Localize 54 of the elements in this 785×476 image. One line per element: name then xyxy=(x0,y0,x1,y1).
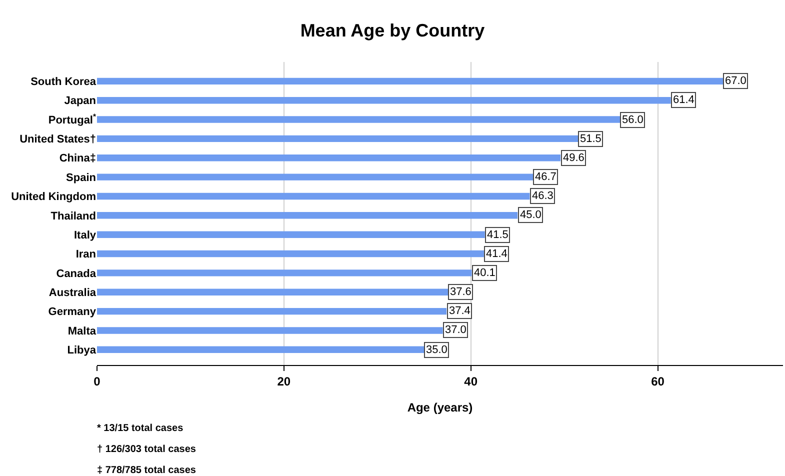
bar xyxy=(97,212,518,219)
bar xyxy=(97,116,620,123)
data-label: 49.6 xyxy=(563,152,584,164)
chart-title: Mean Age by Country xyxy=(300,20,485,40)
bar xyxy=(97,192,530,200)
bar xyxy=(97,174,534,180)
bar xyxy=(97,97,671,104)
y-tick-label: China‡ xyxy=(59,152,96,165)
y-tick-label: Canada xyxy=(56,268,97,280)
bar xyxy=(97,308,447,315)
y-tick-label: Thailand xyxy=(50,210,96,222)
data-label: 41.5 xyxy=(487,229,508,241)
x-tick-label: 60 xyxy=(651,374,665,388)
x-tick-label: 0 xyxy=(94,374,101,388)
bar xyxy=(97,327,443,334)
bar xyxy=(97,154,561,162)
y-tick-label: Japan xyxy=(64,95,96,108)
bar xyxy=(97,135,578,142)
bar xyxy=(97,288,448,296)
data-label: 51.5 xyxy=(580,133,602,145)
bar xyxy=(97,346,424,354)
text: ‡ 778/785 total cases xyxy=(97,465,196,476)
bar xyxy=(97,250,484,258)
y-tick-label: Germany xyxy=(48,306,97,318)
y-tick-label: Iran xyxy=(76,248,96,261)
data-label: 56.0 xyxy=(622,114,644,126)
y-tick-label: Australia xyxy=(48,286,97,299)
x-tick-label: 20 xyxy=(277,374,291,388)
text: † 126/303 total cases xyxy=(97,444,196,455)
y-tick-label: Malta xyxy=(68,325,97,338)
y-tick-label: Portugal$^{*}$ xyxy=(48,112,96,126)
data-label: 46.7 xyxy=(535,171,556,183)
data-label: 61.4 xyxy=(673,94,694,106)
y-tick-label: Italy xyxy=(74,229,97,242)
data-label: 37.0 xyxy=(445,324,466,336)
data-label: 45.0 xyxy=(520,209,542,221)
text: * 13/15 total cases xyxy=(97,423,184,434)
x-axis-title: Age (years) xyxy=(407,400,473,414)
bar xyxy=(97,78,724,85)
data-label: 67.0 xyxy=(725,75,746,87)
data-label: 37.6 xyxy=(450,286,472,298)
data-label: 41.4 xyxy=(486,248,508,260)
data-label: 37.4 xyxy=(449,305,470,317)
y-tick-label: South Korea xyxy=(30,76,97,88)
bar xyxy=(97,270,472,276)
y-tick-label: United Kingdom xyxy=(11,191,96,204)
bar xyxy=(97,231,485,238)
data-label: 46.3 xyxy=(532,190,554,202)
x-tick-label: 40 xyxy=(464,374,478,388)
data-label: 35.0 xyxy=(426,344,448,356)
y-tick-label: United States† xyxy=(20,134,96,146)
data-label: 40.1 xyxy=(474,267,496,279)
y-tick-label: Libya xyxy=(67,344,97,357)
y-tick-label: Spain xyxy=(66,172,96,184)
